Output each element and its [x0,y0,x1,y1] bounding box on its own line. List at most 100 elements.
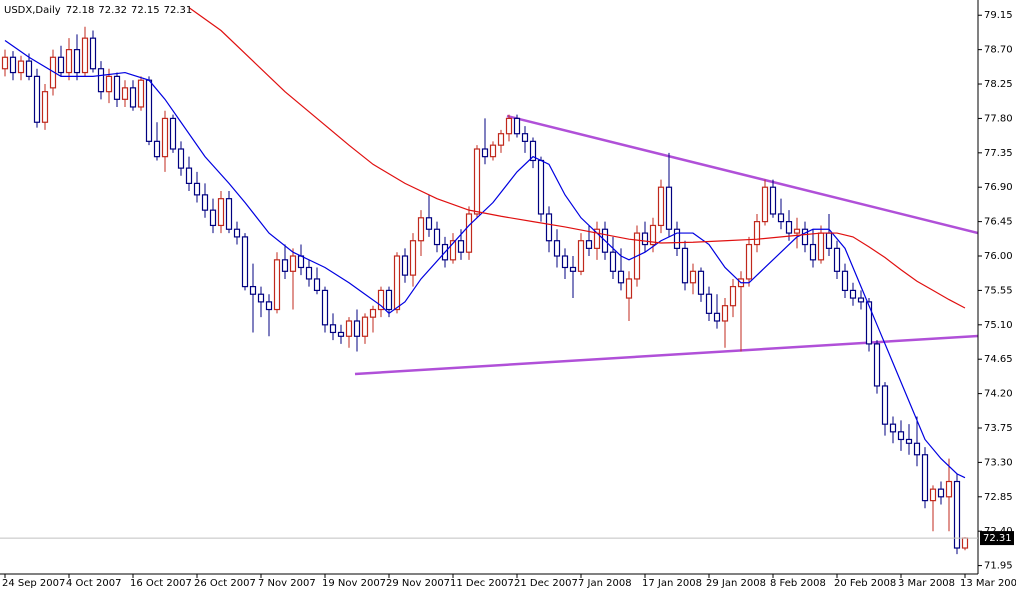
candle-body [465,213,473,253]
candle-body [273,259,281,311]
candle-body [665,186,673,230]
candle-body [97,68,105,93]
candle-body [265,301,273,311]
candle-body [105,75,113,93]
candle-body [561,255,569,269]
candle-body [833,247,841,272]
x-tick-label: 11 Dec 2007 [450,578,514,589]
price-label-box [980,531,1014,546]
candle-body [33,75,41,123]
candle-body [649,224,657,246]
candle-body [489,144,497,158]
x-tick-label: 7 Nov 2007 [258,578,316,589]
candle-body [481,148,489,158]
candle-body [585,240,593,249]
candle-body [233,228,241,238]
candle-body [529,140,537,162]
candle-body [393,255,401,311]
candle-body [761,186,769,223]
x-tick-label: 3 Mar 2008 [898,578,955,589]
candle-body [497,133,505,146]
y-tick-label: 76.90 [984,182,1013,193]
candle-body [745,243,753,280]
y-tick-label: 76.45 [984,217,1013,228]
candle-body [89,37,97,70]
candle-body [809,243,817,261]
candle-body [401,255,409,276]
candle-body [297,255,305,269]
x-tick-label: 16 Oct 2007 [130,578,192,589]
candle-body [769,186,777,215]
x-tick-label: 7 Jan 2008 [578,578,632,589]
candle-body [57,56,65,74]
candle-body [217,198,225,227]
y-tick-label: 72.85 [984,492,1013,503]
candle-body [553,240,561,257]
y-tick-label: 74.65 [984,354,1013,365]
x-tick-label: 21 Dec 2007 [514,578,578,589]
candle-body [73,49,81,74]
candle-body [897,431,905,441]
candle-body [913,442,921,456]
candle-body [705,293,713,314]
candle-body [81,37,89,74]
candle-body [825,232,833,249]
candle-body [1,56,9,70]
moving-average [188,7,966,309]
plot-area [1,7,978,555]
trend-line [506,114,978,235]
candle-body [145,79,153,142]
candle-body [793,228,801,234]
y-tick-label: 79.15 [984,10,1013,21]
candle-body [609,251,617,272]
candle-body [169,117,177,150]
candle-body [361,316,369,337]
candle-body [185,167,193,184]
close: 72.31 [164,5,193,16]
candle-body [881,385,889,425]
y-tick-label: 75.55 [984,285,1013,296]
candle-body [385,289,393,311]
candle-body [849,289,857,299]
candle-body [593,228,601,249]
candle-body [905,438,913,444]
header: USDX,Daily 72.18 72.32 72.15 72.31 [4,5,192,16]
x-tick-label: 29 Nov 2007 [386,578,450,589]
candle-body [113,75,121,100]
x-tick-label: 26 Oct 2007 [194,578,256,589]
candle-body [505,117,513,135]
candle-body [473,148,481,215]
candle-body [777,213,785,223]
candle-body [425,217,433,230]
candle-body [801,228,809,246]
y-tick-label: 75.10 [984,320,1013,331]
open: 72.18 [66,5,95,16]
x-tick-label: 19 Nov 2007 [322,578,386,589]
candle-body [753,221,761,246]
y-tick-label: 78.70 [984,45,1013,56]
candle-body [865,301,873,345]
candle-body [721,305,729,322]
candle-body [577,240,585,272]
candle-body [249,285,257,295]
candle-body [201,194,209,211]
candle-body [857,297,865,303]
candle-body [841,270,849,292]
candle-body [713,312,721,322]
x-tick-label: 17 Jan 2008 [642,578,702,589]
y-tick-label: 73.30 [984,457,1013,468]
candle-body [305,266,313,280]
candle-body [417,217,425,242]
candle-body [449,240,457,261]
y-tick-label: 78.25 [984,79,1013,90]
candle-body [209,209,217,227]
candle-body [65,49,73,74]
candle-body [673,228,681,249]
x-tick-label: 4 Oct 2007 [66,578,121,589]
candle-body [329,324,337,334]
candle-body [961,537,969,549]
candle-body [545,213,553,242]
candle-body [321,289,329,326]
